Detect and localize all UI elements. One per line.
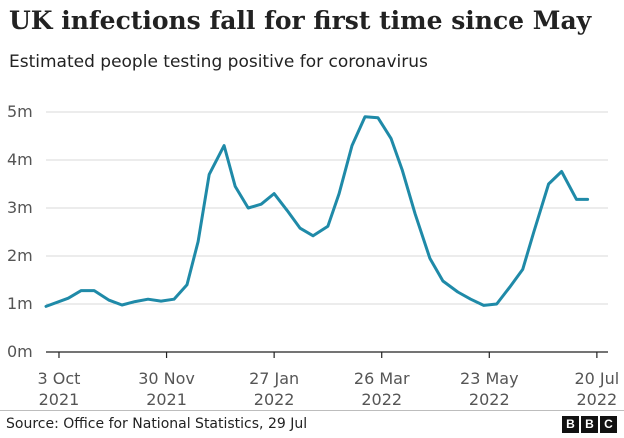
logo-letter-b2: B xyxy=(581,416,598,433)
x-tick-year-label: 2022 xyxy=(361,390,402,409)
x-tick-label: 3 Oct xyxy=(38,369,81,388)
x-tick-label: 26 Mar xyxy=(354,369,410,388)
line-chart: 0m 1m 2m 3m 4m 5m 3 Oct 2021 30 Nov 2021 27 Jan 202… xyxy=(7,102,619,409)
footer-divider xyxy=(0,410,624,411)
y-tick-label: 3m xyxy=(7,198,33,217)
chart-subtitle: Estimated people testing positive for co… xyxy=(9,52,428,72)
series-line xyxy=(44,115,590,308)
y-tick-label: 1m xyxy=(7,294,33,313)
x-tick-year-label: 2022 xyxy=(469,390,510,409)
x-tick-label: 30 Nov xyxy=(138,369,195,388)
x-tick-year-label: 2022 xyxy=(577,390,618,409)
x-tick-year-label: 2021 xyxy=(39,390,80,409)
source-note: Source: Office for National Statistics, … xyxy=(6,416,308,432)
x-tick-label: 20 Jul xyxy=(574,369,619,388)
x-tick-year-label: 2022 xyxy=(254,390,295,409)
chart-title: UK infections fall for first time since … xyxy=(9,6,592,35)
x-tick-year-label: 2021 xyxy=(146,390,187,409)
bbc-logo: B B C xyxy=(562,416,617,433)
y-tick-label: 5m xyxy=(7,102,33,121)
y-tick-label: 0m xyxy=(7,342,33,361)
y-tick-label: 2m xyxy=(7,246,33,265)
y-tick-label: 4m xyxy=(7,150,33,169)
logo-letter-b1: B xyxy=(562,416,579,433)
x-tick-label: 27 Jan xyxy=(249,369,299,388)
logo-letter-c: C xyxy=(600,416,617,433)
x-tick-label: 23 May xyxy=(460,369,519,388)
